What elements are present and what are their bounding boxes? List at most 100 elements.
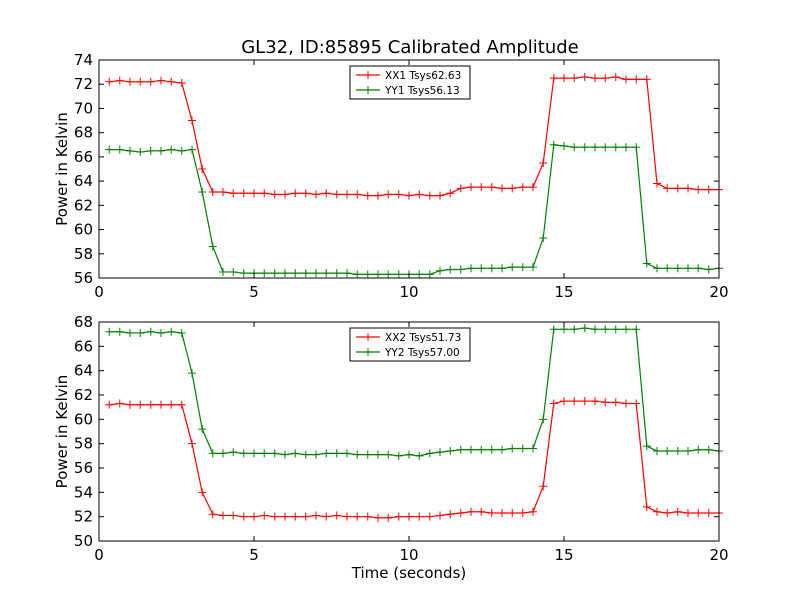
- y-tick-label: 64: [74, 362, 93, 380]
- data-point: [353, 270, 362, 279]
- data-point: [508, 184, 517, 193]
- data-point: [157, 328, 165, 337]
- data-point: [601, 325, 610, 334]
- y-tick-label: 68: [74, 124, 93, 142]
- data-point: [281, 190, 289, 199]
- data-point: [219, 188, 227, 197]
- data-point: [456, 445, 465, 454]
- data-point: [115, 327, 124, 336]
- data-point: [105, 145, 114, 154]
- data-point: [115, 145, 124, 154]
- data-point: [508, 509, 517, 518]
- y-tick-label: 64: [74, 172, 93, 190]
- data-point: [374, 270, 382, 279]
- data-point: [394, 190, 403, 199]
- data-point: [301, 269, 310, 278]
- data-point: [343, 190, 351, 199]
- x-tick-label: 20: [709, 283, 728, 301]
- data-point: [518, 509, 527, 518]
- data-point: [487, 445, 496, 454]
- y-tick-label: 58: [74, 245, 93, 263]
- data-point: [539, 482, 548, 491]
- x-tick-label: 0: [94, 546, 104, 564]
- data-point: [188, 369, 196, 378]
- data-point: [126, 328, 134, 337]
- y-tick-label: 56: [74, 269, 93, 287]
- x-tick-label: 5: [249, 546, 259, 564]
- data-point: [405, 191, 413, 200]
- legend-label: XX2 Tsys51.73: [385, 332, 461, 344]
- data-point: [632, 143, 641, 152]
- data-point: [529, 444, 537, 453]
- x-tick-label: 0: [94, 283, 104, 301]
- data-point: [549, 74, 558, 83]
- data-point: [270, 190, 279, 199]
- data-point: [508, 444, 517, 453]
- data-point: [188, 145, 196, 154]
- data-point: [560, 141, 568, 150]
- data-point: [270, 512, 279, 521]
- data-point: [374, 513, 382, 522]
- data-point: [136, 77, 145, 86]
- data-point: [580, 143, 589, 152]
- data-point: [136, 148, 145, 157]
- data-point: [684, 509, 692, 518]
- data-point: [198, 488, 207, 497]
- data-point: [591, 74, 599, 83]
- data-point: [219, 449, 227, 458]
- data-point: [653, 264, 661, 273]
- data-point: [188, 116, 196, 125]
- legend: XX2 Tsys51.73 YY2 Tsys57.00: [349, 327, 471, 362]
- data-point: [312, 190, 320, 199]
- x-tick-label: 15: [554, 283, 573, 301]
- data-point: [250, 189, 258, 198]
- data-point: [477, 183, 486, 192]
- legend-swatch-marker: [364, 86, 372, 94]
- data-point: [353, 512, 362, 521]
- data-point: [436, 448, 444, 457]
- data-point: [653, 179, 661, 188]
- data-point: [529, 183, 537, 192]
- data-point: [177, 146, 186, 155]
- data-point: [136, 400, 145, 409]
- data-point: [384, 513, 393, 522]
- data-point: [239, 189, 248, 198]
- data-point: [601, 74, 610, 83]
- data-point: [250, 449, 258, 458]
- data-point: [477, 445, 486, 454]
- data-point: [146, 327, 155, 336]
- data-point: [591, 397, 599, 406]
- data-point: [281, 450, 289, 459]
- x-tick-label: 5: [249, 283, 259, 301]
- data-point: [663, 184, 672, 193]
- data-point: [126, 77, 134, 86]
- data-point: [663, 264, 672, 273]
- data-point: [560, 397, 568, 406]
- y-tick-label: 62: [74, 196, 93, 214]
- data-point: [632, 325, 641, 334]
- data-point: [219, 267, 227, 276]
- data-point: [146, 77, 155, 86]
- data-point: [456, 184, 465, 193]
- data-point: [498, 264, 506, 273]
- data-point: [446, 446, 455, 455]
- data-point: [332, 269, 341, 278]
- y-axis-label: Power in Kelvin: [53, 112, 71, 226]
- data-point: [467, 507, 475, 516]
- data-point: [239, 269, 248, 278]
- data-point: [611, 72, 620, 81]
- data-point: [281, 512, 289, 521]
- data-point: [425, 191, 434, 200]
- data-point: [281, 269, 289, 278]
- data-point: [374, 450, 382, 459]
- data-point: [332, 190, 341, 199]
- data-point: [239, 512, 248, 521]
- data-point: [105, 327, 114, 336]
- y-tick-label: 66: [74, 337, 93, 355]
- legend-swatch-marker: [364, 71, 372, 79]
- legend-label: YY1 Tsys56.13: [384, 85, 460, 97]
- data-point: [322, 512, 331, 521]
- y-tick-label: 52: [74, 508, 93, 526]
- data-point: [363, 450, 372, 459]
